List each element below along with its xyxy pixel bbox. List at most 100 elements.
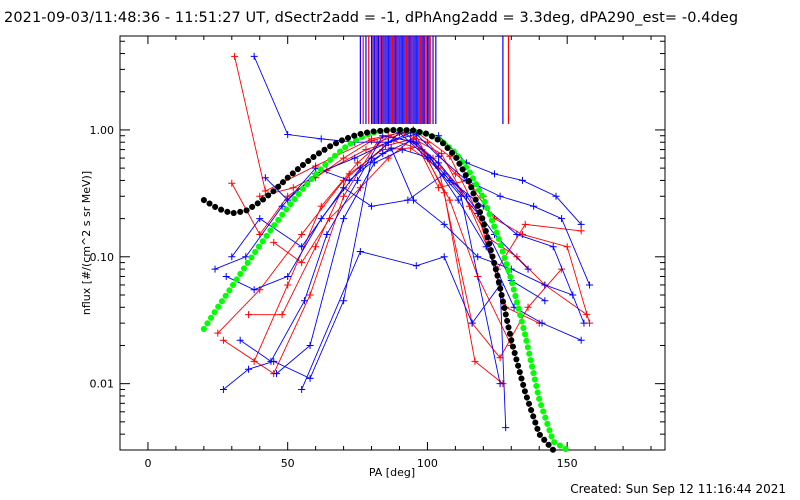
plus-marker — [298, 243, 306, 251]
plus-marker — [345, 170, 353, 178]
data-series — [236, 132, 588, 365]
plus-marker — [250, 52, 258, 60]
plus-marker — [340, 184, 348, 192]
y-tick-label: 1.00 — [90, 124, 115, 137]
plus-marker — [454, 196, 462, 204]
plus-marker — [284, 131, 292, 139]
plus-marker — [356, 248, 364, 256]
plus-marker — [407, 137, 415, 145]
plus-marker — [502, 424, 510, 432]
plus-marker — [261, 174, 269, 182]
plus-marker — [256, 215, 264, 223]
plus-marker — [440, 170, 448, 178]
plus-marker — [284, 272, 292, 280]
series-line — [231, 132, 484, 236]
plus-marker — [435, 184, 443, 192]
plus-marker — [404, 196, 412, 204]
axis-ticks: 0 50 100 150 0.01 0.10 1.00 — [90, 36, 665, 470]
x-tick-label: 50 — [281, 457, 295, 470]
plus-marker — [298, 259, 306, 267]
plus-marker — [298, 230, 306, 238]
plus-marker — [368, 202, 376, 210]
plus-marker — [518, 176, 526, 184]
plus-marker — [412, 138, 420, 146]
plus-marker — [312, 243, 320, 251]
plus-marker — [513, 253, 521, 261]
plus-marker — [530, 202, 538, 210]
plus-marker — [270, 238, 278, 246]
plus-marker — [250, 357, 258, 365]
plus-marker — [407, 144, 415, 152]
plus-marker — [521, 220, 529, 228]
plus-marker — [214, 329, 222, 337]
x-tick-label: 150 — [557, 457, 578, 470]
plus-marker — [362, 146, 370, 154]
plus-marker — [354, 159, 362, 167]
plus-marker — [228, 179, 236, 187]
plus-marker — [586, 281, 594, 289]
plus-marker — [231, 52, 239, 60]
plus-marker — [242, 253, 250, 261]
plus-marker — [340, 297, 348, 305]
plus-marker — [345, 176, 353, 184]
plus-marker — [323, 230, 331, 238]
plus-marker — [379, 132, 387, 140]
plus-marker — [412, 262, 420, 270]
plus-marker — [326, 215, 334, 223]
plus-marker — [278, 311, 286, 319]
plus-marker — [250, 286, 258, 294]
plus-marker — [312, 164, 320, 172]
plus-marker — [440, 253, 448, 261]
plus-marker — [219, 385, 227, 393]
plus-marker — [552, 192, 560, 200]
plus-marker — [245, 365, 253, 373]
plus-marker — [354, 176, 362, 184]
plus-marker — [435, 159, 443, 167]
plus-marker — [278, 202, 286, 210]
plus-marker — [368, 135, 376, 143]
plus-marker — [300, 297, 308, 305]
plus-marker — [463, 192, 471, 200]
plus-marker — [398, 146, 406, 154]
plus-marker — [541, 281, 549, 289]
plus-marker — [496, 380, 504, 388]
plus-marker — [496, 192, 504, 200]
plus-marker — [577, 220, 585, 228]
created-footer: Created: Sun Sep 12 11:16:44 2021 — [570, 482, 786, 496]
plus-marker — [524, 303, 532, 311]
plus-marker — [289, 184, 297, 192]
plus-marker — [256, 192, 264, 200]
series-layer — [200, 52, 594, 453]
chart-title: 2021-09-03/11:48:36 - 11:51:27 UT, dSect… — [4, 10, 739, 26]
plus-marker — [306, 341, 314, 349]
series-line — [253, 135, 590, 362]
plus-marker — [541, 297, 549, 305]
plus-marker — [384, 138, 392, 146]
fit-curve-black — [200, 126, 557, 453]
x-axis-label: PA [deg] — [369, 466, 415, 479]
plus-marker — [513, 230, 521, 238]
plus-marker — [491, 170, 499, 178]
plus-marker — [558, 215, 566, 223]
x-tick-label: 0 — [144, 457, 151, 470]
y-tick-label: 0.10 — [90, 251, 115, 264]
series-line — [231, 173, 546, 302]
plus-marker — [379, 150, 387, 158]
plus-marker — [228, 253, 236, 261]
plus-marker — [368, 154, 376, 162]
plus-marker — [577, 227, 585, 235]
y-axis-label: nflux [#/(cm^2 s sr MeV)] — [80, 171, 93, 315]
plus-marker — [222, 272, 230, 280]
plus-marker — [261, 187, 269, 195]
data-series — [273, 146, 585, 378]
series-line — [301, 251, 507, 428]
plus-marker — [387, 144, 395, 152]
plus-marker — [577, 336, 585, 344]
plus-marker — [482, 243, 490, 251]
plus-marker — [298, 385, 306, 393]
series-line — [239, 135, 585, 362]
plus-marker — [317, 135, 325, 143]
plus-marker — [440, 189, 448, 197]
series-line — [226, 147, 573, 296]
